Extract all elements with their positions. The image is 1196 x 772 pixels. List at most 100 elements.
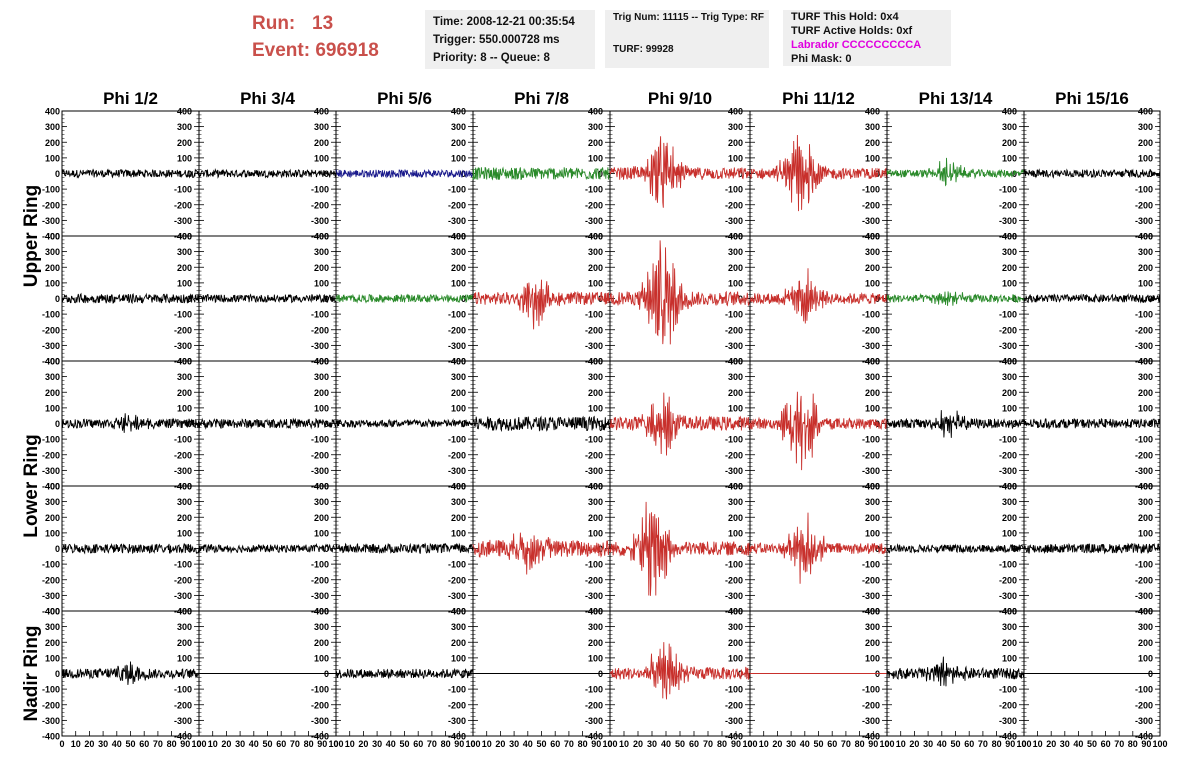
y-tick-label: 400: [588, 107, 603, 117]
y-tick-label: 0: [738, 169, 743, 179]
y-tick-label: -200: [585, 700, 603, 710]
column-header: Phi 15/16: [1055, 89, 1129, 108]
event-label: Event:: [252, 40, 311, 61]
y-tick-label: 0: [738, 419, 743, 429]
turf-active-text: TURF Active Holds: 0xf: [791, 25, 913, 37]
y-tick-label: -400: [585, 732, 603, 742]
x-tick-label: 70: [427, 739, 437, 749]
y-tick-label: -300: [311, 716, 329, 726]
y-tick-label: -200: [725, 325, 743, 335]
x-tick-label: 70: [564, 739, 574, 749]
turf-text: TURF: 99928: [613, 44, 674, 55]
y-tick-label: 400: [45, 607, 60, 617]
y-tick-label: 0: [875, 669, 880, 679]
y-tick-label: 300: [177, 622, 192, 632]
y-tick-label: 100: [451, 278, 466, 288]
y-tick-label: 300: [588, 622, 603, 632]
y-tick-label: -100: [311, 185, 329, 195]
waveform-line: [61, 661, 200, 685]
y-tick-label: 400: [177, 607, 192, 617]
y-tick-label: 200: [1002, 638, 1017, 648]
y-tick-label: 100: [588, 153, 603, 163]
y-tick-label: -300: [725, 716, 743, 726]
y-tick-label: 0: [461, 419, 466, 429]
x-tick-label: 30: [372, 739, 382, 749]
y-tick-label: 200: [1002, 388, 1017, 398]
y-tick-label: -200: [448, 325, 466, 335]
x-tick-label: 80: [1128, 739, 1138, 749]
waveform-line: [472, 166, 611, 181]
waveform-line: [335, 293, 474, 304]
y-tick-label: 400: [451, 357, 466, 367]
x-tick-label: 90: [1141, 739, 1151, 749]
waveform-line: [886, 543, 1025, 554]
x-tick-label: 60: [276, 739, 286, 749]
y-tick-label: -300: [585, 341, 603, 351]
waveform-line: [1023, 542, 1161, 555]
ring-label: Upper Ring: [21, 185, 42, 287]
x-tick-label: 0: [607, 739, 612, 749]
y-tick-label: -300: [448, 716, 466, 726]
x-tick-label: 20: [495, 739, 505, 749]
y-tick-label: -300: [174, 591, 192, 601]
y-tick-label: -400: [42, 357, 60, 367]
y-tick-label: -200: [862, 200, 880, 210]
y-tick-label: -100: [174, 310, 192, 320]
x-tick-label: 10: [208, 739, 218, 749]
y-tick-label: 400: [177, 232, 192, 242]
y-tick-label: -300: [311, 341, 329, 351]
y-tick-label: 300: [1138, 247, 1153, 257]
y-tick-label: -300: [42, 716, 60, 726]
y-tick-label: 100: [1002, 528, 1017, 538]
y-tick-label: -300: [1135, 591, 1153, 601]
y-tick-label: -100: [174, 685, 192, 695]
x-tick-label: 40: [249, 739, 259, 749]
y-tick-label: 200: [177, 638, 192, 648]
y-tick-label: 300: [1002, 372, 1017, 382]
waveform-line: [749, 134, 888, 212]
y-tick-label: -300: [999, 341, 1017, 351]
y-tick-label: -100: [999, 185, 1017, 195]
waveform-line: [335, 542, 474, 555]
x-tick-label: 30: [1060, 739, 1070, 749]
y-tick-label: -200: [174, 200, 192, 210]
turf-hold-text: TURF This Hold: 0x4: [791, 11, 899, 23]
y-tick-label: 100: [728, 403, 743, 413]
x-tick-label: 100: [1016, 739, 1031, 749]
y-tick-label: 0: [324, 544, 329, 554]
y-tick-label: 100: [1138, 403, 1153, 413]
x-tick-label: 30: [786, 739, 796, 749]
y-tick-label: 0: [461, 169, 466, 179]
y-tick-label: 100: [865, 403, 880, 413]
y-tick-label: -100: [585, 185, 603, 195]
y-tick-label: -300: [42, 216, 60, 226]
waveform-line: [472, 279, 611, 330]
y-tick-label: -300: [999, 216, 1017, 226]
y-tick-label: 200: [1002, 513, 1017, 523]
y-tick-label: 400: [45, 107, 60, 117]
x-tick-label: 20: [909, 739, 919, 749]
y-tick-label: 200: [1138, 638, 1153, 648]
y-tick-label: -400: [999, 732, 1017, 742]
waveform-line: [1023, 417, 1161, 430]
y-tick-label: 100: [588, 528, 603, 538]
y-tick-label: -400: [42, 732, 60, 742]
y-tick-label: 100: [177, 278, 192, 288]
waveform-line: [886, 410, 1025, 438]
y-tick-label: 100: [1002, 653, 1017, 663]
y-tick-label: 200: [314, 638, 329, 648]
y-tick-label: 400: [865, 607, 880, 617]
x-tick-label: 80: [855, 739, 865, 749]
y-tick-label: -300: [1135, 466, 1153, 476]
waveform-line: [886, 656, 1025, 687]
y-tick-label: -100: [174, 435, 192, 445]
column-header: Phi 11/12: [782, 89, 855, 108]
y-tick-label: 300: [314, 497, 329, 507]
y-tick-label: -200: [42, 450, 60, 460]
y-tick-label: -200: [725, 575, 743, 585]
y-tick-label: -300: [448, 216, 466, 226]
y-tick-label: -100: [1135, 310, 1153, 320]
waveform-line: [749, 512, 888, 584]
y-tick-label: 300: [1002, 622, 1017, 632]
y-tick-label: 300: [314, 622, 329, 632]
